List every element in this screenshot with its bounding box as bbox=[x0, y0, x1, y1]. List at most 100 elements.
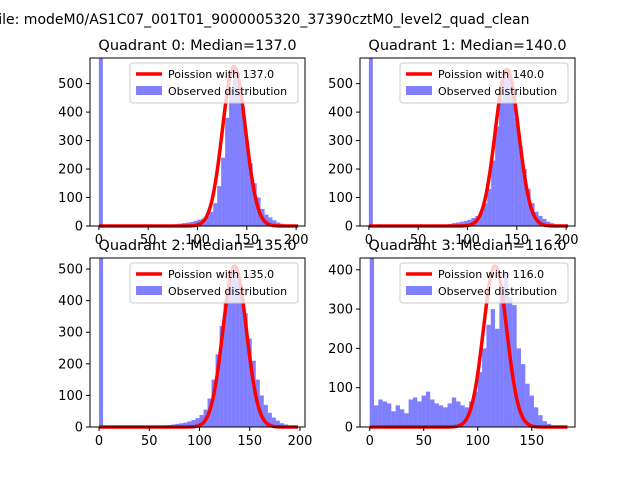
histogram-bar bbox=[382, 401, 388, 427]
histogram-bar bbox=[252, 183, 257, 226]
histogram-bar bbox=[421, 395, 426, 427]
histogram-bar bbox=[459, 221, 464, 226]
legend: Poission with 140.0 Observed distribution bbox=[399, 62, 569, 104]
x-tick-label: 200 bbox=[554, 233, 579, 248]
histogram-bar bbox=[483, 203, 488, 226]
axes-frame bbox=[359, 257, 576, 428]
y-tick-label: 0 bbox=[345, 421, 353, 436]
histogram-bar bbox=[193, 220, 198, 226]
histogram-bar bbox=[378, 399, 383, 427]
y-tick-label: 500 bbox=[58, 263, 83, 278]
histogram-bar bbox=[272, 220, 277, 226]
x-tick-label: 0 bbox=[95, 434, 103, 449]
y-tick-label: 400 bbox=[58, 294, 83, 309]
histogram-bar bbox=[430, 399, 435, 427]
quadrant-0-axes: 0 50 100 150 200 0 100 200 300 400 500 Quadrant 0: … bbox=[58, 38, 308, 248]
y-tick-label: 300 bbox=[58, 134, 83, 149]
legend: Poission with 137.0 Observed distribution bbox=[129, 62, 299, 104]
y-tick-label: 300 bbox=[58, 326, 83, 341]
y-tick-label: 0 bbox=[75, 421, 83, 436]
histogram-bar bbox=[221, 157, 226, 226]
histogram-bar bbox=[213, 203, 218, 226]
quadrant-title: Quadrant 1: Median=140.0 bbox=[368, 38, 566, 54]
quadrant-3-axes: 0 50 100 150 0 100 200 300 400 Quadrant 3: Median… bbox=[328, 238, 576, 449]
histogram-bar bbox=[187, 421, 192, 427]
histogram-bar bbox=[503, 77, 507, 226]
x-tick-label: 50 bbox=[141, 434, 158, 449]
legend-box bbox=[129, 62, 299, 104]
y-tick-label: 0 bbox=[75, 220, 83, 235]
histogram-bar bbox=[417, 401, 422, 427]
x-tick-label: 100 bbox=[465, 434, 490, 449]
legend-hist-swatch bbox=[406, 286, 432, 295]
legend-fit-label: Poission with 135.0 bbox=[168, 268, 274, 281]
histogram-bar bbox=[514, 117, 519, 226]
histogram-bar bbox=[205, 216, 210, 226]
x-tick-label: 150 bbox=[234, 233, 259, 248]
histogram-bar bbox=[538, 415, 543, 427]
x-tick-label: 200 bbox=[288, 434, 313, 449]
histogram-bar bbox=[482, 348, 487, 427]
histogram-bar bbox=[267, 412, 272, 427]
legend-box bbox=[399, 62, 569, 104]
histogram-bar bbox=[518, 146, 523, 226]
histogram-bar bbox=[479, 211, 484, 226]
histogram-bar bbox=[438, 405, 444, 427]
histogram-bar bbox=[219, 325, 224, 427]
histogram-bar bbox=[209, 211, 214, 226]
x-tick-label: 50 bbox=[140, 233, 157, 248]
histogram-bar bbox=[447, 403, 452, 427]
histogram-bar bbox=[183, 422, 188, 427]
x-tick-label: 0 bbox=[95, 233, 103, 248]
histogram-bar bbox=[510, 95, 515, 226]
y-tick-label: 500 bbox=[58, 77, 83, 92]
histogram-bar bbox=[506, 69, 511, 226]
histogram-bar bbox=[538, 216, 543, 226]
legend-hist-swatch bbox=[406, 86, 432, 95]
legend-hist-swatch bbox=[136, 86, 162, 95]
histogram-bar bbox=[467, 219, 472, 226]
histogram-bar bbox=[463, 220, 468, 226]
histogram-bar bbox=[368, 58, 373, 226]
histogram-bar bbox=[516, 348, 521, 427]
histogram-bar bbox=[215, 354, 220, 427]
y-tick-label: 400 bbox=[328, 106, 353, 121]
legend-box bbox=[129, 262, 299, 304]
x-tick-label: 100 bbox=[185, 233, 210, 248]
histogram-bar bbox=[546, 221, 551, 226]
x-tick-label: 150 bbox=[519, 434, 544, 449]
histogram-bar bbox=[268, 217, 273, 226]
legend-fit-label: Poission with 116.0 bbox=[438, 268, 544, 281]
y-tick-label: 100 bbox=[58, 191, 83, 206]
quadrant-2-axes: 0 50 100 150 200 0 100 200 300 400 500 Quadrant 2: … bbox=[58, 238, 312, 449]
histogram-bar bbox=[473, 391, 478, 427]
histogram-bar bbox=[259, 395, 264, 427]
histogram-bar bbox=[271, 417, 276, 427]
legend-fit-label: Poission with 140.0 bbox=[438, 68, 544, 81]
histogram-bar bbox=[263, 404, 268, 427]
quadrant-3-histogram bbox=[369, 258, 556, 427]
histogram-bar bbox=[499, 289, 504, 427]
legend-hist-label: Observed distribution bbox=[168, 85, 287, 98]
histogram-bar bbox=[391, 411, 396, 427]
y-tick-label: 200 bbox=[328, 342, 353, 357]
histogram-bar bbox=[235, 275, 240, 427]
histogram-bar bbox=[503, 273, 509, 427]
histogram-bar bbox=[239, 291, 244, 427]
histogram-bar bbox=[223, 300, 228, 427]
quadrant-title: Quadrant 0: Median=137.0 bbox=[98, 38, 296, 54]
histogram-bar bbox=[99, 258, 104, 427]
x-tick-label: 100 bbox=[187, 434, 212, 449]
x-tick-label: 50 bbox=[415, 434, 432, 449]
histogram-bar bbox=[248, 163, 253, 226]
quadrant-1-axes: 0 50 100 150 200 0 100 200 300 400 500 Quadrant 1: … bbox=[328, 38, 578, 248]
histogram-bar bbox=[477, 371, 483, 427]
legend: Poission with 116.0 Observed distribution bbox=[399, 262, 569, 304]
x-tick-label: 100 bbox=[455, 233, 480, 248]
legend-box bbox=[399, 262, 569, 304]
histogram-bar bbox=[490, 309, 496, 427]
histogram-bar bbox=[217, 186, 222, 226]
histogram-bar bbox=[179, 423, 184, 427]
histogram-bar bbox=[443, 407, 448, 427]
histogram-bar bbox=[412, 397, 418, 427]
